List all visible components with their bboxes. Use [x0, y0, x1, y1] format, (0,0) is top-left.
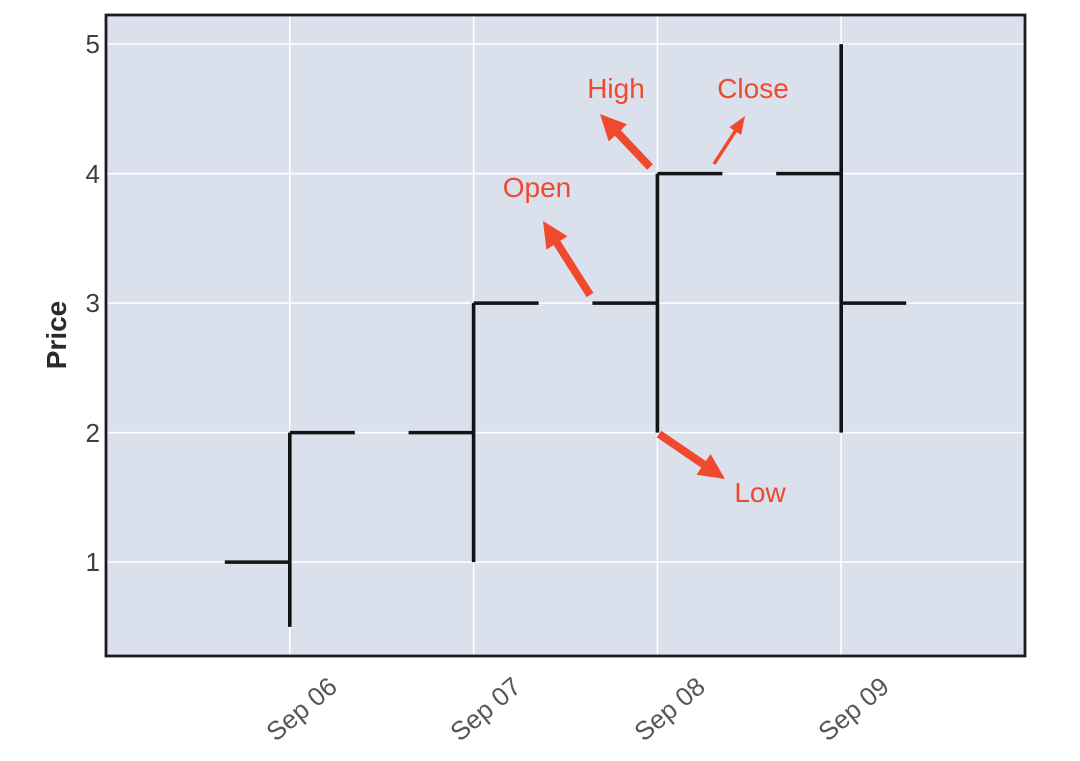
ohlc-bar-sep-08: [592, 171, 723, 433]
ohlc-bar-sep-06: [224, 430, 355, 627]
ohlc-bar-sep-07: [408, 301, 539, 563]
plot-background: [106, 15, 1025, 656]
axes-frame: [104, 13, 1027, 658]
y-tick-label-2: 2: [85, 417, 100, 448]
ohlc-bar-sep-09: [776, 44, 907, 433]
close-arrow: [712, 116, 745, 165]
annotation-arrows: [543, 114, 745, 479]
annotation-label-high: High: [587, 73, 645, 104]
y-tick-label-4: 4: [85, 158, 100, 189]
annotation-label-close: Close: [717, 73, 789, 104]
annotation-label-open: Open: [502, 172, 572, 203]
open-arrow: [543, 221, 594, 298]
y-tick-label-5: 5: [85, 29, 100, 60]
ohlc-bars: [224, 44, 907, 627]
high-arrow: [600, 114, 653, 170]
y-tick-label-3: 3: [85, 288, 100, 319]
annotation-label-low: Low: [734, 477, 786, 508]
y-tick-label-1: 1: [85, 547, 100, 578]
low-arrow: [656, 430, 725, 479]
